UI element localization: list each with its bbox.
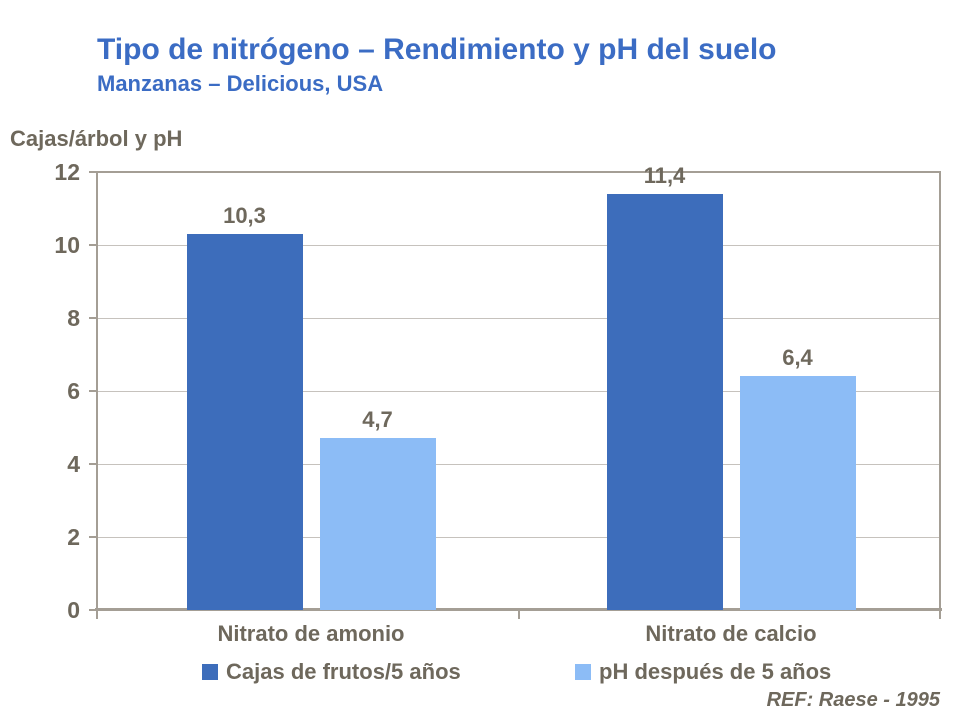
plot-top-border xyxy=(96,171,941,173)
bar-value-label-series1-cat0: 10,3 xyxy=(223,203,266,229)
gridline-6 xyxy=(97,390,940,392)
y-tick-label-6: 6 xyxy=(67,377,80,404)
bar-value-label-series2-cat0: 4,7 xyxy=(362,407,393,433)
legend-label-1: pH después de 5 años xyxy=(599,659,832,684)
x-axis-line xyxy=(95,608,942,611)
y-tick-mark-12 xyxy=(89,171,97,173)
chart-title: Tipo de nitrógeno – Rendimiento y pH del… xyxy=(97,33,777,66)
bar-series2-cat0 xyxy=(319,438,436,610)
y-tick-mark-2 xyxy=(89,536,97,538)
y-tick-label-2: 2 xyxy=(67,523,80,550)
bar-series1-cat1 xyxy=(606,193,723,610)
y-tick-label-0: 0 xyxy=(67,596,80,623)
legend-item-1: pH después de 5 años xyxy=(575,658,831,686)
y-tick-label-4: 4 xyxy=(67,450,80,477)
bar-series2-cat1 xyxy=(739,376,856,610)
plot-right-border xyxy=(939,171,941,611)
x-tick-mark-0 xyxy=(96,610,98,619)
legend-swatch-series1 xyxy=(202,664,218,680)
y-tick-mark-0 xyxy=(89,609,97,611)
legend-label-0: Cajas de frutos/5 años xyxy=(226,659,461,684)
bar-value-label-series1-cat1: 11,4 xyxy=(643,162,686,188)
y-tick-mark-4 xyxy=(89,463,97,465)
category-label-0: Nitrato de amonio xyxy=(217,621,405,646)
y-tick-label-10: 10 xyxy=(54,231,80,258)
bar-value-label-series2-cat1: 6,4 xyxy=(782,345,813,371)
gridline-2 xyxy=(97,536,940,538)
y-tick-mark-10 xyxy=(89,244,97,246)
y-tick-mark-6 xyxy=(89,390,97,392)
chart-subtitle: Manzanas – Delicious, USA xyxy=(97,71,384,96)
gridline-4 xyxy=(97,463,940,465)
y-tick-label-12: 12 xyxy=(54,158,80,185)
y-axis-title: Cajas/árbol y pH xyxy=(10,126,183,151)
x-tick-mark-1 xyxy=(517,610,520,619)
y-tick-label-8: 8 xyxy=(67,304,80,331)
bar-series1-cat0 xyxy=(186,234,303,610)
x-tick-mark-2 xyxy=(939,610,941,619)
reference-citation: REF: Raese - 1995 xyxy=(766,689,940,711)
y-tick-mark-8 xyxy=(89,317,97,319)
legend-item-0: Cajas de frutos/5 años xyxy=(202,658,461,686)
y-axis-line xyxy=(96,171,98,611)
legend-swatch-series2 xyxy=(575,664,591,680)
gridline-8 xyxy=(97,317,940,319)
gridline-10 xyxy=(97,244,940,246)
category-label-1: Nitrato de calcio xyxy=(645,621,817,646)
